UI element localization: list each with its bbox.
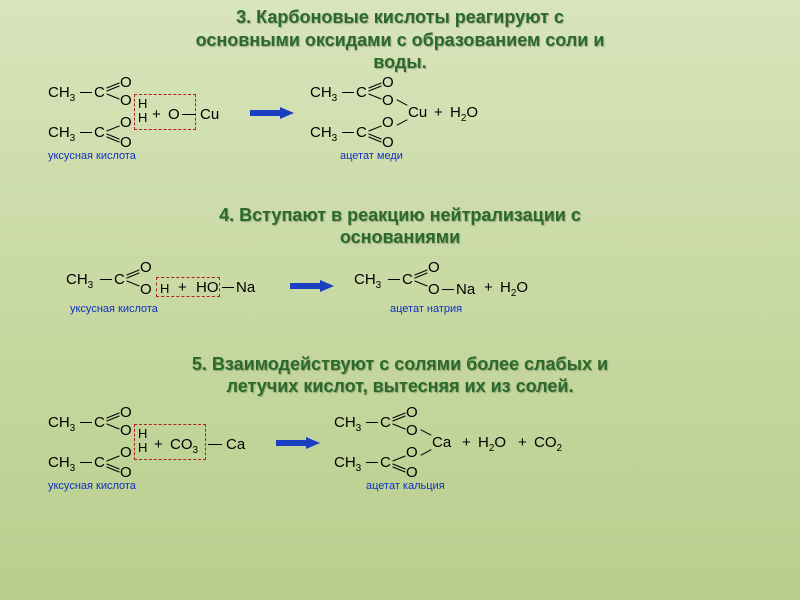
- p-o1: O: [382, 74, 394, 91]
- redbox-2: [156, 277, 220, 297]
- reaction-1: CH3 C O O H CH3 C O O H + O Cu CH3 C O O…: [20, 78, 780, 168]
- r3-co3: CO3: [170, 436, 198, 456]
- label-cu-acetate: ацетат меди: [340, 150, 403, 162]
- r2p-o1: O: [428, 259, 440, 276]
- heading-4: 4. Вступают в реакцию нейтрализации с ос…: [20, 204, 780, 249]
- plus-1: +: [152, 106, 161, 123]
- arrow-1: [280, 107, 294, 119]
- r3p-c-b: C: [380, 454, 391, 471]
- r3p-o1: O: [406, 422, 418, 439]
- h1-l2: основными оксидами с образованием соли и: [196, 30, 605, 50]
- h1-l3: воды.: [373, 52, 426, 72]
- cu-1: Cu: [200, 106, 219, 123]
- h3-l2: летучих кислот, вытесняя их из солей.: [227, 376, 574, 396]
- r2p-na: Na: [456, 281, 475, 298]
- arrow-3: [306, 437, 320, 449]
- r2p-c: C: [402, 271, 413, 288]
- r3-plus: +: [154, 436, 163, 453]
- ch3-top: CH3: [48, 84, 75, 104]
- r2-na: Na: [236, 279, 255, 296]
- r2-c: C: [114, 271, 125, 288]
- o-dbl-bot: O: [120, 134, 132, 151]
- ch3-bot: CH3: [48, 124, 75, 144]
- r3p-ch3-b: CH3: [334, 454, 361, 474]
- c-bot: C: [94, 124, 105, 141]
- o-top: O: [120, 92, 132, 109]
- r3-ch3-b: CH3: [48, 454, 75, 474]
- o-bot: O: [120, 114, 132, 131]
- p-cu: Cu: [408, 104, 427, 121]
- h2-l1: 4. Вступают в реакцию нейтрализации с: [219, 205, 581, 225]
- p-c-bot: C: [356, 124, 367, 141]
- r2-o2: O: [140, 281, 152, 298]
- reaction-3: CH3 C O O H CH3 C O O H + CO3 Ca CH3 C O…: [20, 408, 780, 498]
- p-o4: O: [382, 114, 394, 131]
- r2-plus2: +: [484, 279, 493, 296]
- r2p-ch3: CH3: [354, 271, 381, 291]
- label-acetic-2: уксусная кислота: [70, 303, 158, 315]
- r3p-od1: O: [406, 404, 418, 421]
- r3p-ch3-t: CH3: [334, 414, 361, 434]
- h3-l1: 5. Взаимодействуют с солями более слабых…: [192, 354, 608, 374]
- p-c-top: C: [356, 84, 367, 101]
- r3-plus3: +: [518, 434, 527, 451]
- r2-ch3: CH3: [66, 271, 93, 291]
- heading-3: 3. Карбоновые кислоты реагируют с основн…: [20, 6, 780, 74]
- r3-ch3-t: CH3: [48, 414, 75, 434]
- r3p-ca: Ca: [432, 434, 451, 451]
- o-dbl-top: O: [120, 74, 132, 91]
- plus-1b: +: [434, 104, 443, 121]
- r3-od2: O: [120, 464, 132, 481]
- r3-h2o: H2O: [478, 434, 506, 454]
- r3-o1: O: [120, 422, 132, 439]
- h2-l2: основаниями: [340, 227, 460, 247]
- arrow-2: [320, 280, 334, 292]
- r2p-o2: O: [428, 281, 440, 298]
- r3p-o2: O: [406, 444, 418, 461]
- r3-c-t: C: [94, 414, 105, 431]
- redbox-1: [134, 94, 196, 130]
- r3-c-b: C: [94, 454, 105, 471]
- reaction-2: CH3 C O O H + HO Na CH3 C O O Na + H2O у…: [20, 253, 780, 317]
- label-acetic-3: уксусная кислота: [48, 480, 136, 492]
- r3-plus2: +: [462, 434, 471, 451]
- h1-l1: 3. Карбоновые кислоты реагируют с: [236, 7, 564, 27]
- heading-5: 5. Взаимодействуют с солями более слабых…: [20, 353, 780, 398]
- p-ch3-top: CH3: [310, 84, 337, 104]
- label-acetic-1: уксусная кислота: [48, 150, 136, 162]
- r3p-c-t: C: [380, 414, 391, 431]
- label-ca-acetate: ацетат кальция: [366, 480, 445, 492]
- r3-ca: Ca: [226, 436, 245, 453]
- p-o3: O: [382, 134, 394, 151]
- h2o-1: H2O: [450, 104, 478, 124]
- r3-co2: CO2: [534, 434, 562, 454]
- r2-h2o: H2O: [500, 279, 528, 299]
- r2-o1: O: [140, 259, 152, 276]
- o-cu: O: [168, 106, 180, 123]
- r3p-od2: O: [406, 464, 418, 481]
- r3-o2: O: [120, 444, 132, 461]
- r3-od1: O: [120, 404, 132, 421]
- p-o2: O: [382, 92, 394, 109]
- p-ch3-bot: CH3: [310, 124, 337, 144]
- c-top: C: [94, 84, 105, 101]
- label-na-acetate: ацетат натрия: [390, 303, 462, 315]
